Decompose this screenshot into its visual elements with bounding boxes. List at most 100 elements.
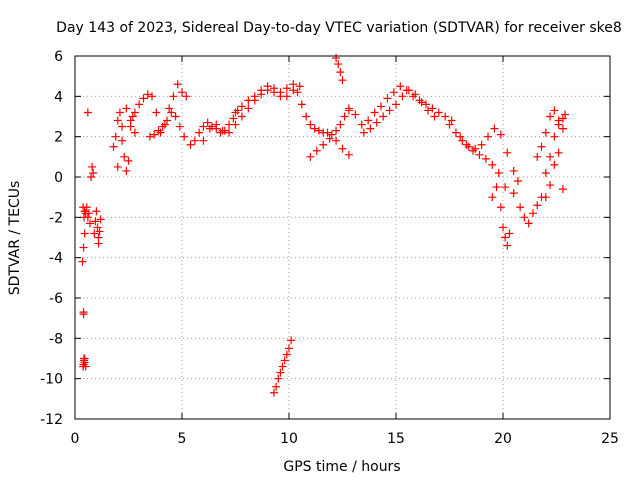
data-point xyxy=(231,120,240,129)
data-point xyxy=(160,120,169,129)
data-point xyxy=(445,120,454,129)
x-axis-label: GPS time / hours xyxy=(283,459,400,475)
data-point xyxy=(82,203,91,212)
data-point xyxy=(79,243,88,252)
data-point xyxy=(509,166,518,175)
data-point xyxy=(336,68,345,77)
data-point xyxy=(152,108,161,117)
y-tick-label: -2 xyxy=(49,210,63,226)
data-point xyxy=(207,122,216,131)
series-0 xyxy=(78,54,570,397)
data-point xyxy=(190,136,199,145)
data-point xyxy=(237,102,246,111)
data-point xyxy=(314,126,323,135)
data-point xyxy=(80,229,89,238)
data-point xyxy=(383,94,392,103)
plot-frame xyxy=(74,55,611,420)
data-point xyxy=(171,112,180,121)
data-point xyxy=(409,92,418,101)
data-point xyxy=(167,108,176,117)
data-point xyxy=(484,132,493,141)
data-point xyxy=(122,166,131,175)
data-point xyxy=(270,388,279,397)
data-point xyxy=(332,54,341,63)
data-point xyxy=(377,102,386,111)
y-tick-label: -4 xyxy=(49,251,63,267)
data-point xyxy=(80,207,89,216)
data-point xyxy=(130,128,139,137)
data-point xyxy=(516,203,525,212)
data-point xyxy=(278,362,287,371)
data-point xyxy=(344,104,353,113)
grid xyxy=(75,56,610,419)
data-point xyxy=(244,96,253,105)
data-point xyxy=(118,122,127,131)
data-point xyxy=(90,229,99,238)
data-point xyxy=(398,92,407,101)
data-point xyxy=(550,160,559,169)
data-point xyxy=(336,120,345,129)
data-point xyxy=(492,183,501,192)
data-point xyxy=(366,124,375,133)
data-point xyxy=(490,124,499,133)
data-point xyxy=(334,60,343,69)
data-point xyxy=(111,132,120,141)
data-point xyxy=(428,104,437,113)
data-point xyxy=(199,136,208,145)
data-point xyxy=(546,152,555,161)
data-point xyxy=(325,134,334,143)
data-point xyxy=(88,162,97,171)
data-point xyxy=(528,209,537,218)
y-tick-label: -12 xyxy=(40,412,63,428)
data-point xyxy=(156,128,165,137)
data-point xyxy=(462,140,471,149)
data-point xyxy=(554,116,563,125)
data-point xyxy=(218,126,227,135)
data-point xyxy=(310,124,319,133)
y-tick-label: 2 xyxy=(54,130,63,146)
y-tick-label: -8 xyxy=(49,331,63,347)
data-point xyxy=(306,152,315,161)
data-point xyxy=(430,112,439,121)
data-point xyxy=(488,193,497,202)
y-axis-label: SDTVAR / TECUs xyxy=(7,181,23,296)
data-point xyxy=(212,120,221,129)
data-point xyxy=(546,112,555,121)
data-point xyxy=(263,82,272,91)
data-point xyxy=(404,86,413,95)
data-point xyxy=(351,110,360,119)
data-point xyxy=(115,108,124,117)
data-point xyxy=(285,344,293,353)
data-point xyxy=(233,106,242,115)
data-point xyxy=(272,382,281,391)
data-point xyxy=(165,104,174,113)
data-point xyxy=(501,183,510,192)
data-point xyxy=(274,374,283,383)
data-point xyxy=(541,128,550,137)
data-point xyxy=(550,132,559,141)
data-point xyxy=(537,142,546,151)
data-point xyxy=(306,120,315,129)
data-point xyxy=(109,142,118,151)
data-point xyxy=(78,257,87,266)
y-tick-label: 4 xyxy=(54,89,63,105)
data-point xyxy=(148,92,157,101)
data-point xyxy=(505,229,514,238)
data-point xyxy=(84,209,93,218)
data-point xyxy=(203,118,212,127)
data-point xyxy=(496,130,505,139)
data-point xyxy=(451,128,460,137)
data-point xyxy=(135,100,144,109)
data-point xyxy=(503,148,512,157)
data-point xyxy=(471,144,480,153)
data-point xyxy=(297,100,306,109)
data-point xyxy=(494,168,503,177)
data-point xyxy=(558,124,567,133)
data-point xyxy=(276,368,285,377)
data-point xyxy=(332,126,341,135)
data-point xyxy=(458,136,467,145)
data-point xyxy=(96,215,105,224)
data-point xyxy=(477,140,486,149)
data-point xyxy=(289,80,298,89)
data-point xyxy=(503,241,512,250)
